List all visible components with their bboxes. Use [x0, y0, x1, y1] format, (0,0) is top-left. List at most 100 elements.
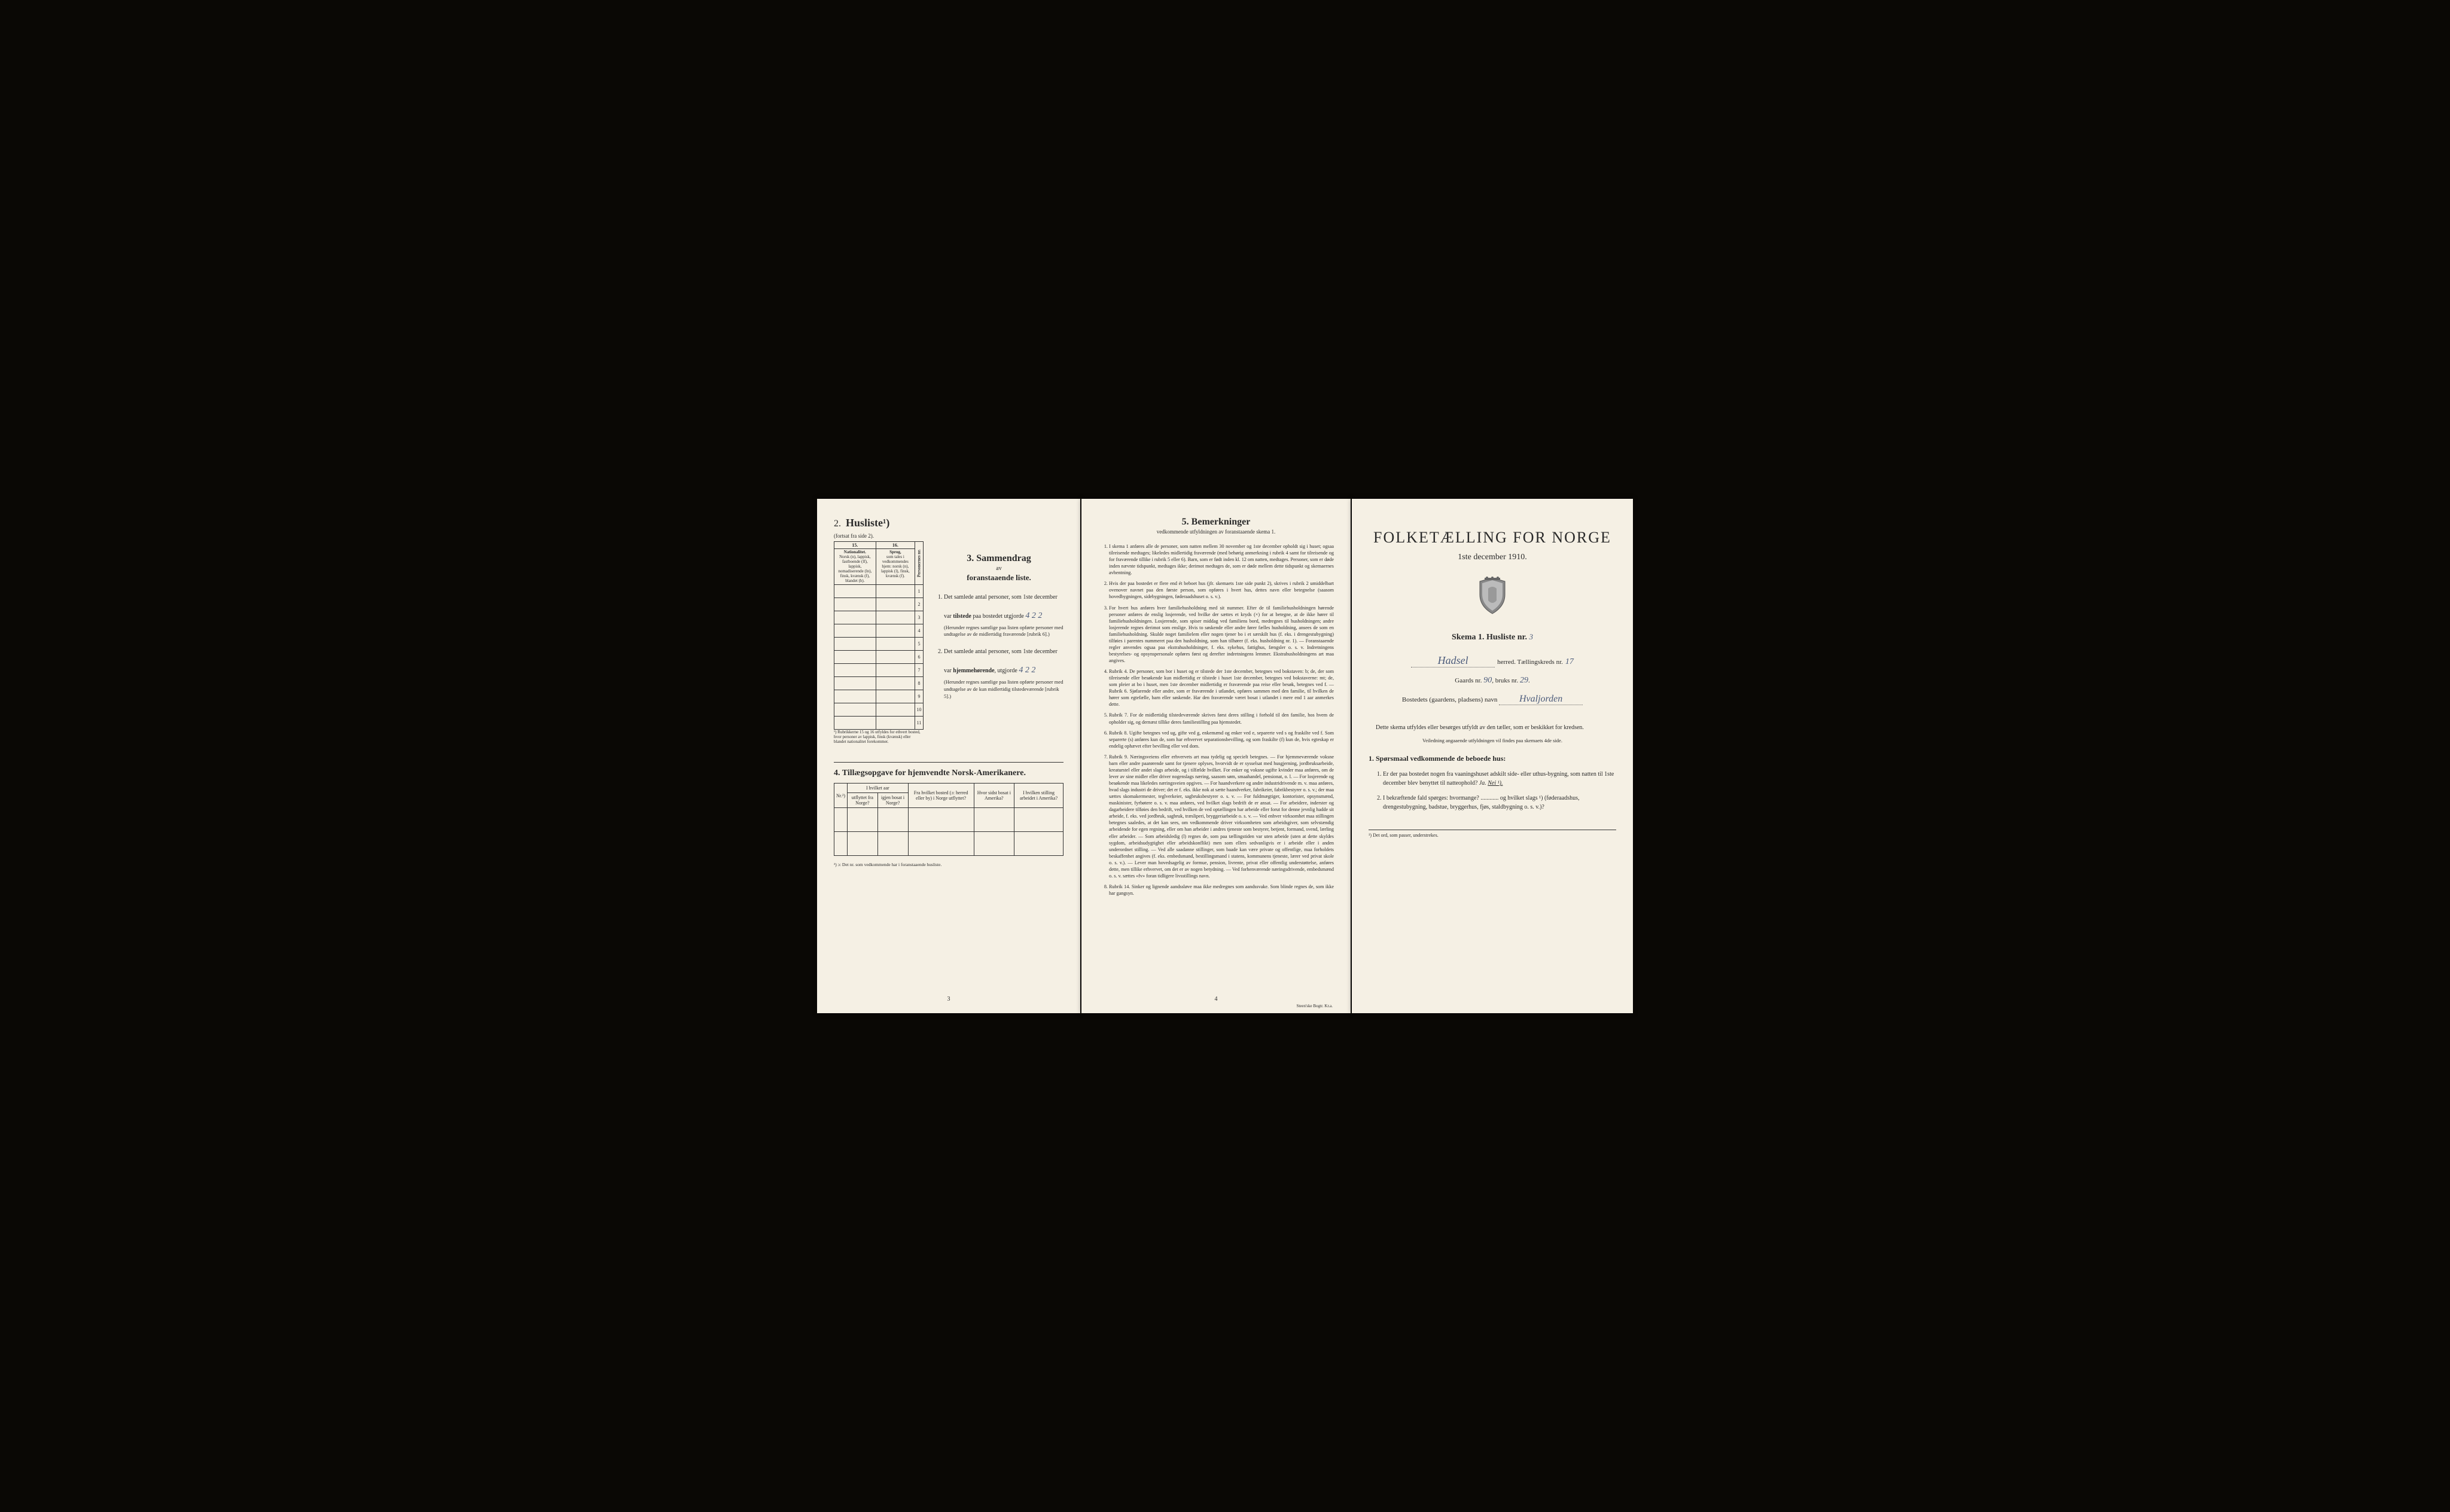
col-15-title: Nationalitet.	[844, 550, 866, 554]
bosted-label: Bostedets (gaardens, pladsens) navn	[1402, 696, 1497, 703]
ja-option: Ja.	[1479, 780, 1486, 787]
row-num: 6	[915, 651, 924, 664]
skema-label: Skema 1. Husliste nr.	[1452, 633, 1527, 642]
s5-title: Bemerkninger	[1192, 517, 1251, 527]
col-15-body: Norsk (n), lappisk, fastboende (lf), lap…	[838, 554, 871, 583]
cell	[876, 717, 915, 730]
row-num: 2	[915, 598, 924, 611]
page-cover: FOLKETÆLLING FOR NORGE 1ste december 191…	[1352, 499, 1633, 1013]
row-num: 1	[915, 585, 924, 598]
remarks-list: I skema 1 anføres alle de personer, som …	[1098, 543, 1334, 897]
cell	[876, 651, 915, 664]
row-num: 11	[915, 717, 924, 730]
col-16-title: Sprog,	[889, 550, 901, 554]
cell	[876, 638, 915, 651]
col-utflyttet: utflyttet fra Norge?	[848, 793, 878, 808]
remark-1: I skema 1 anføres alle de personer, som …	[1109, 543, 1334, 576]
coat-of-arms-icon	[1369, 577, 1616, 618]
page-number: 4	[1081, 996, 1351, 1002]
section-2-header: 2. Husliste¹)	[834, 517, 1064, 529]
question-2: I bekræftende fald spørges: hvormange? .…	[1383, 794, 1616, 812]
col-aar: I hvilket aar	[848, 784, 909, 793]
col-16-num: 16.	[876, 542, 915, 549]
remark-8: Rubrik 14. Sinker og lignende aandssløve…	[1109, 883, 1334, 897]
col-nr: Nr.²)	[834, 784, 848, 808]
cell	[1014, 832, 1064, 856]
herred-handwritten: Hadsel	[1411, 654, 1495, 667]
summary-item-2: Det samlede antal personer, som 1ste dec…	[944, 648, 1064, 700]
remark-7: Rubrik 9. Næringsveiens eller erhvervets…	[1109, 754, 1334, 879]
summary-item-1: Det samlede antal personer, som 1ste dec…	[944, 593, 1064, 638]
cell	[834, 651, 876, 664]
cell	[834, 598, 876, 611]
cell	[834, 611, 876, 624]
printer-mark: Steen'ske Bogtr. Kr.a.	[1296, 1004, 1333, 1008]
herred-line: Hadsel herred. Tællingskreds nr. 17	[1369, 654, 1616, 667]
cell	[834, 703, 876, 717]
kreds-nr-handwritten: 17	[1565, 657, 1574, 667]
section-4-footnote: ²) ɔ: Det nr. som vedkommende har i fora…	[834, 862, 1064, 867]
gaards-label: Gaards nr.	[1455, 677, 1482, 684]
remark-6: Rubrik 8. Ugifte betegnes ved ug, gifte …	[1109, 730, 1334, 749]
cell	[1014, 808, 1064, 832]
cell	[834, 585, 876, 598]
census-date: 1ste december 1910.	[1369, 553, 1616, 562]
ja-nei-answer: Ja. Nei ¹).	[1479, 780, 1503, 787]
row-num: 7	[915, 664, 924, 677]
remark-3: For hvert hus anføres hver familiehushol…	[1109, 605, 1334, 664]
question-1-title: 1. Spørsmaal vedkommende de beboede hus:	[1369, 753, 1616, 764]
col-16-body: som tales i vedkommendes hjem: norsk (n)…	[881, 554, 910, 578]
cell	[834, 808, 848, 832]
section-3-num: 3.	[967, 553, 974, 563]
cell	[876, 585, 915, 598]
gaards-line: Gaards nr. 90, bruks nr. 29.	[1369, 676, 1616, 685]
col-igjen: igjen bosat i Norge?	[877, 793, 908, 808]
col-16-header: Sprog, som tales i vedkommendes hjem: no…	[876, 549, 915, 585]
item2-text-a: Det samlede antal personer, som 1ste dec…	[944, 648, 1058, 655]
gaards-nr-handwritten: 90	[1483, 676, 1492, 685]
section-4-title: 4. Tillægsopgave for hjemvendte Norsk-Am…	[834, 769, 1064, 778]
remark-2: Hvis der paa bostedet er flere end ét be…	[1109, 580, 1334, 600]
cell	[834, 717, 876, 730]
cell	[834, 664, 876, 677]
skema-line: Skema 1. Husliste nr. 3	[1369, 632, 1616, 642]
instructions: Dette skema utfyldes eller besørges utfy…	[1369, 723, 1616, 812]
table2-footnote: ¹) Rubrikkerne 15 og 16 utfyldes for eth…	[834, 730, 924, 744]
cell	[876, 690, 915, 703]
row-num: 9	[915, 690, 924, 703]
col-bosted: Fra hvilket bosted (ɔ: herred eller by) …	[908, 784, 974, 808]
question-list: Er der paa bostedet nogen fra vaaningshu…	[1369, 770, 1616, 812]
question-1: Er der paa bostedet nogen fra vaaningshu…	[1383, 770, 1616, 788]
col-15-num: 15.	[834, 542, 876, 549]
row-num: 5	[915, 638, 924, 651]
item2-paren: (Herunder regnes samtlige paa listen opf…	[944, 679, 1064, 700]
item1-text-a: Det samlede antal personer, som 1ste dec…	[944, 594, 1058, 600]
census-title: FOLKETÆLLING FOR NORGE	[1369, 529, 1616, 547]
section-3: 3. Sammendrag av foranstaaende liste. De…	[934, 541, 1064, 700]
remark-5: Rubrik 7. For de midlertidig tilstedevær…	[1109, 712, 1334, 725]
cell	[834, 832, 848, 856]
cell	[876, 664, 915, 677]
cell	[848, 808, 878, 832]
husliste-table: 15. 16. Personernes nr. Nationalitet. No…	[834, 541, 924, 730]
section-2-number: 2.	[834, 519, 841, 529]
section-2-subtitle: (fortsat fra side 2).	[834, 533, 1064, 539]
s5-num: 5.	[1182, 517, 1189, 527]
section-5-title: 5. Bemerkninger	[1098, 517, 1334, 528]
bosted-handwritten: Hvaljorden	[1499, 694, 1583, 705]
col-side: Personernes nr.	[915, 542, 924, 585]
cell	[974, 832, 1014, 856]
section-2-title: Husliste¹)	[846, 517, 889, 529]
cell	[834, 638, 876, 651]
section-3-sub2: foranstaaende liste.	[934, 573, 1064, 583]
cell	[877, 808, 908, 832]
cell	[908, 832, 974, 856]
cell	[834, 690, 876, 703]
cell	[834, 624, 876, 638]
cell	[876, 598, 915, 611]
item2-handwritten: 4 2 2	[1019, 666, 1035, 675]
amerikanere-table: Nr.²) I hvilket aar Fra hvilket bosted (…	[834, 783, 1064, 856]
section-4: 4. Tillægsopgave for hjemvendte Norsk-Am…	[834, 762, 1064, 867]
footnote-right: ¹) Det ord, som passer, understrekes.	[1369, 830, 1616, 838]
husliste-nr-handwritten: 3	[1529, 632, 1533, 641]
